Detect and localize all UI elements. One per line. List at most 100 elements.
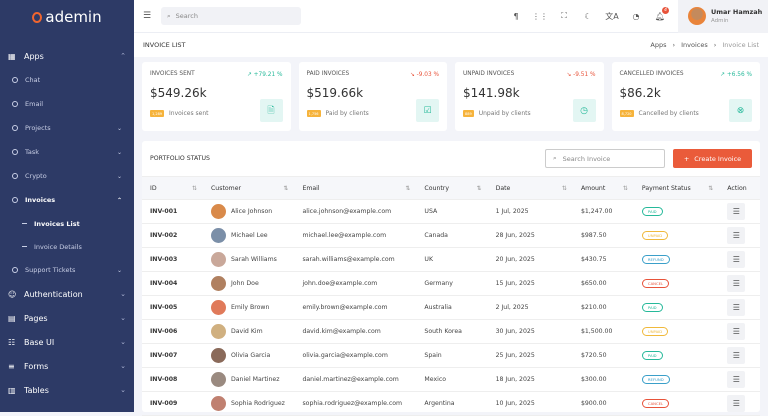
invoice-id[interactable]: INV-004 <box>142 271 203 296</box>
user-name: Umar Hamzah <box>711 8 763 16</box>
invoice-id[interactable]: INV-006 <box>142 319 203 344</box>
user-menu[interactable]: Umar Hamzah Admin <box>678 0 768 33</box>
invoice-id[interactable]: INV-003 <box>142 247 203 272</box>
amount: $1,247.00 <box>572 199 634 224</box>
sort-icon[interactable]: ⇅ <box>283 184 289 192</box>
item-label: Support Tickets <box>25 266 76 274</box>
sort-icon[interactable]: ⇅ <box>622 184 628 192</box>
sidebar-section-forms[interactable]: ≡ Forms ⌄ <box>0 354 134 378</box>
sidebar-item-support-tickets[interactable]: Support Tickets ⌄ <box>0 258 134 282</box>
table-row[interactable]: INV-003 Sarah Williams sarah.williams@ex… <box>142 247 760 272</box>
sidebar-section-base-ui[interactable]: ☷ Base UI ⌄ <box>0 330 134 354</box>
action-button[interactable]: ☰ <box>727 395 746 412</box>
sliders-icon: ☰ <box>732 255 740 264</box>
sort-icon[interactable]: ⇅ <box>191 184 197 192</box>
sidebar-item-crypto[interactable]: Crypto ⌄ <box>0 164 134 188</box>
chevron-right-icon: › <box>713 41 717 49</box>
card-trend: ↘ -9.51 % <box>566 72 596 78</box>
column-header[interactable]: Email ⇅ <box>294 176 417 200</box>
column-header[interactable]: ID ⇅ <box>142 176 203 200</box>
search-icon: ⌕ <box>553 154 557 162</box>
apps-grid-icon[interactable]: ⋮⋮ <box>532 11 548 21</box>
sidebar-item-projects[interactable]: Projects ⌄ <box>0 116 134 140</box>
sort-icon[interactable]: ⇅ <box>476 184 482 192</box>
chevron-down-icon: ⌄ <box>120 386 126 394</box>
table-row[interactable]: INV-008 Daniel Martinez daniel.martinez@… <box>142 367 760 392</box>
sidebar-section-authentication[interactable]: ☺ Authentication ⌄ <box>0 282 134 306</box>
sort-icon[interactable]: ⇅ <box>405 184 411 192</box>
column-header[interactable]: Date ⇅ <box>487 176 573 200</box>
search-input[interactable]: ⌕ Search <box>161 7 301 25</box>
action-button[interactable]: ☰ <box>727 227 746 244</box>
circle-icon <box>12 101 18 107</box>
table-row[interactable]: INV-004 John Doe john.doe@example.com Ge… <box>142 271 760 296</box>
moon-icon[interactable]: ☾ <box>584 11 592 21</box>
breadcrumb-current: Invoice List <box>722 41 759 49</box>
action-button[interactable]: ☰ <box>727 323 746 340</box>
logo[interactable]: ademin <box>0 0 134 34</box>
card-trend: ↘ -9.03 % <box>409 72 439 78</box>
sidebar-section-apps[interactable]: ▦ Apps ⌃ <box>0 44 134 68</box>
check-square-icon: ☑ <box>416 99 439 122</box>
sidebar-item-invoices[interactable]: Invoices ⌃ <box>0 188 134 212</box>
card-value: $141.98k <box>463 86 520 100</box>
sort-icon[interactable]: ⇅ <box>708 184 714 192</box>
palette-icon[interactable]: ◔ <box>632 11 640 21</box>
column-label: Country <box>424 184 450 192</box>
bell-icon[interactable]: 🔔︎ 4 <box>648 6 672 21</box>
table-row[interactable]: INV-005 Emily Brown emily.brown@example.… <box>142 295 760 320</box>
sidebar-item-email[interactable]: Email <box>0 92 134 116</box>
column-header[interactable]: Customer ⇅ <box>202 176 295 200</box>
logo-icon <box>32 11 43 23</box>
column-label: Amount <box>580 184 606 192</box>
invoice-id[interactable]: INV-002 <box>142 223 203 248</box>
action-button[interactable]: ☰ <box>727 299 746 316</box>
breadcrumb-invoices[interactable]: Invoices <box>681 41 708 49</box>
create-invoice-button[interactable]: + Create Invoice <box>673 149 752 168</box>
column-header[interactable]: Payment Status ⇅ <box>633 176 720 200</box>
table-row[interactable]: INV-002 Michael Lee michael.lee@example.… <box>142 223 760 248</box>
invoice-id[interactable]: INV-001 <box>142 199 203 224</box>
section-label: Apps <box>24 51 44 61</box>
sort-icon[interactable]: ⇅ <box>561 184 567 192</box>
action-button[interactable]: ☰ <box>727 203 746 220</box>
action-button[interactable]: ☰ <box>727 275 746 292</box>
invoice-id[interactable]: INV-007 <box>142 343 203 368</box>
fullscreen-icon[interactable]: ⛶ <box>561 11 567 20</box>
sidebar-section-tables[interactable]: ▥ Tables ⌄ <box>0 378 134 402</box>
amount: $987.50 <box>572 223 634 248</box>
sidebar-item-task[interactable]: Task ⌄ <box>0 140 134 164</box>
table-row[interactable]: INV-006 David Kim david.kim@example.com … <box>142 319 760 344</box>
invoice-id[interactable]: INV-008 <box>142 367 203 392</box>
translate-icon[interactable]: 文A <box>605 11 619 21</box>
paragraph-icon[interactable]: ¶ <box>513 11 519 21</box>
country: South Korea <box>416 319 488 344</box>
item-label: Chat <box>25 76 41 84</box>
sliders-icon: ☰ <box>732 303 740 312</box>
customer-email: olivia.garcia@example.com <box>294 343 417 368</box>
table-row[interactable]: INV-001 Alice Johnson alice.johnson@exam… <box>142 199 760 224</box>
action-button[interactable]: ☰ <box>727 251 746 268</box>
invoice-id[interactable]: INV-005 <box>142 295 203 320</box>
column-header[interactable]: Country ⇅ <box>416 176 488 200</box>
breadcrumb-apps[interactable]: Apps <box>650 41 667 49</box>
status-badge: UNPAID <box>641 327 669 336</box>
customer-name: Michael Lee <box>230 232 268 239</box>
card-badge: 8,720 <box>619 110 634 117</box>
sidebar-item-invoices-list[interactable]: Invoices List <box>0 212 134 235</box>
amount: $720.50 <box>572 343 634 368</box>
circle-icon <box>12 125 18 131</box>
sidebar-item-chat[interactable]: Chat <box>0 68 134 92</box>
action-button[interactable]: ☰ <box>727 347 746 364</box>
sidebar-item-invoice-details[interactable]: Invoice Details <box>0 235 134 258</box>
search-placeholder: Search <box>175 12 198 20</box>
menu-icon[interactable]: ☰ <box>143 11 152 21</box>
action-button[interactable]: ☰ <box>727 371 746 388</box>
customer-name: Emily Brown <box>230 304 270 311</box>
card-trend: ↗ +6.56 % <box>720 72 752 78</box>
table-row[interactable]: INV-007 Olivia Garcia olivia.garcia@exam… <box>142 343 760 368</box>
dash-icon <box>22 246 27 247</box>
sidebar-section-pages[interactable]: ▤ Pages ⌄ <box>0 306 134 330</box>
column-header[interactable]: Amount ⇅ <box>572 176 634 200</box>
invoice-search-input[interactable]: ⌕ Search Invoice <box>545 149 665 168</box>
